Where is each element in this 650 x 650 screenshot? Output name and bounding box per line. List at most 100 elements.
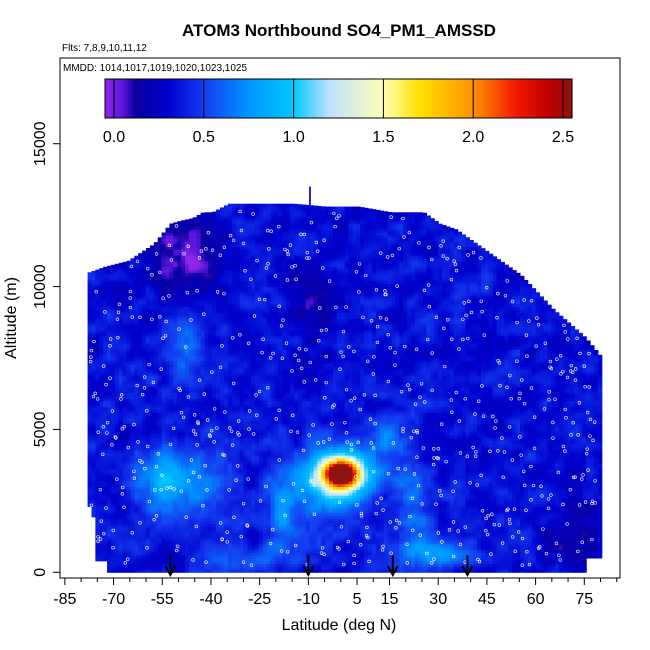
heatmap-cell [118,443,124,448]
heatmap-cell [87,426,92,430]
heatmap-cell [107,329,112,333]
heatmap-cell [200,415,205,419]
heatmap-cell [149,480,155,485]
heatmap-cell [192,395,198,399]
heatmap-cell [146,372,151,376]
heatmap-cell [134,449,139,453]
heatmap-cell [142,435,147,439]
heatmap-cell [208,332,213,336]
heatmap-cell [196,360,202,365]
heatmap-cell [208,232,213,236]
heatmap-cell [220,240,225,245]
heatmap-cell [188,535,194,539]
heatmap-cell [192,232,198,236]
heatmap-cell [235,380,241,385]
heatmap-cell [114,369,120,373]
heatmap-cell [196,520,202,525]
heatmap-cell [138,478,143,482]
heatmap-cell [216,226,221,230]
heatmap-cell [216,263,221,268]
heatmap-cell [220,209,225,213]
heatmap-cell [142,380,147,385]
heatmap-cell [196,483,202,488]
heatmap-cell [157,483,163,488]
heatmap-cell [165,543,170,548]
heatmap-cell [122,535,128,539]
heatmap-cell [184,329,190,333]
heatmap-cell [153,480,159,485]
heatmap-cell [134,255,139,259]
heatmap-cell [157,243,163,248]
heatmap-cell [181,383,186,388]
heatmap-cell [192,475,198,479]
heatmap-cell [122,306,128,310]
heatmap-cell [212,269,217,273]
heatmap-cell [247,420,252,425]
heatmap-cell [243,300,248,305]
heatmap-cell [204,469,209,473]
heatmap-cell [173,329,178,333]
heatmap-cell [87,318,92,322]
heatmap-cell [95,318,100,322]
heatmap-cell [138,449,143,453]
heatmap-cell [204,346,209,350]
heatmap-cell [142,266,147,270]
heatmap-cell [99,538,104,542]
heatmap-cell [114,529,120,533]
heatmap-cell [122,318,128,322]
heatmap-cell [223,563,229,568]
heatmap-cell [208,335,213,339]
heatmap-cell [181,532,186,536]
heatmap-cell [216,469,221,473]
heatmap-cell [247,526,252,530]
heatmap-cell [95,378,100,382]
heatmap-cell [169,289,174,293]
heatmap-cell [165,383,170,388]
heatmap-cell [220,389,225,393]
heatmap-cell [231,466,237,470]
heatmap-cell [251,466,256,470]
heatmap-cell [231,323,237,328]
heatmap-cell [157,303,163,308]
heatmap-cell [153,320,159,325]
heatmap-cell [204,486,209,490]
heatmap-cell [231,458,237,462]
heatmap-cell [220,563,225,568]
heatmap-cell [247,369,252,373]
heatmap-cell [184,358,190,362]
heatmap-cell [196,492,202,496]
heatmap-cell [122,543,128,548]
heatmap-cell [192,435,198,439]
heatmap-cell [99,286,104,290]
heatmap-cell [149,432,155,436]
heatmap-cell [157,560,163,565]
heatmap-cell [126,458,131,462]
heatmap-cell [161,443,167,448]
heatmap-cell [118,283,124,288]
heatmap-cell [239,483,244,488]
heatmap-cell [208,509,213,513]
heatmap-cell [243,392,248,396]
heatmap-cell [122,460,128,465]
heatmap-cell [146,518,151,522]
heatmap-cell [220,278,225,282]
heatmap-cell [204,495,209,499]
heatmap-cell [161,363,167,368]
heatmap-cell [227,212,233,216]
heatmap-cell [177,555,182,559]
heatmap-cell [220,272,225,276]
heatmap-cell [134,366,139,370]
heatmap-cell [251,560,256,565]
heatmap-cell [235,338,241,342]
heatmap-cell [243,452,248,456]
heatmap-cell [208,566,213,570]
heatmap-cell [157,526,163,530]
heatmap-cell [99,495,104,499]
heatmap-cell [181,472,186,476]
heatmap-cell [126,423,131,428]
heatmap-cell [146,418,151,422]
heatmap-cell [161,340,167,345]
heatmap-cell [235,278,241,282]
heatmap-cell [161,549,167,553]
heatmap-cell [204,223,209,228]
